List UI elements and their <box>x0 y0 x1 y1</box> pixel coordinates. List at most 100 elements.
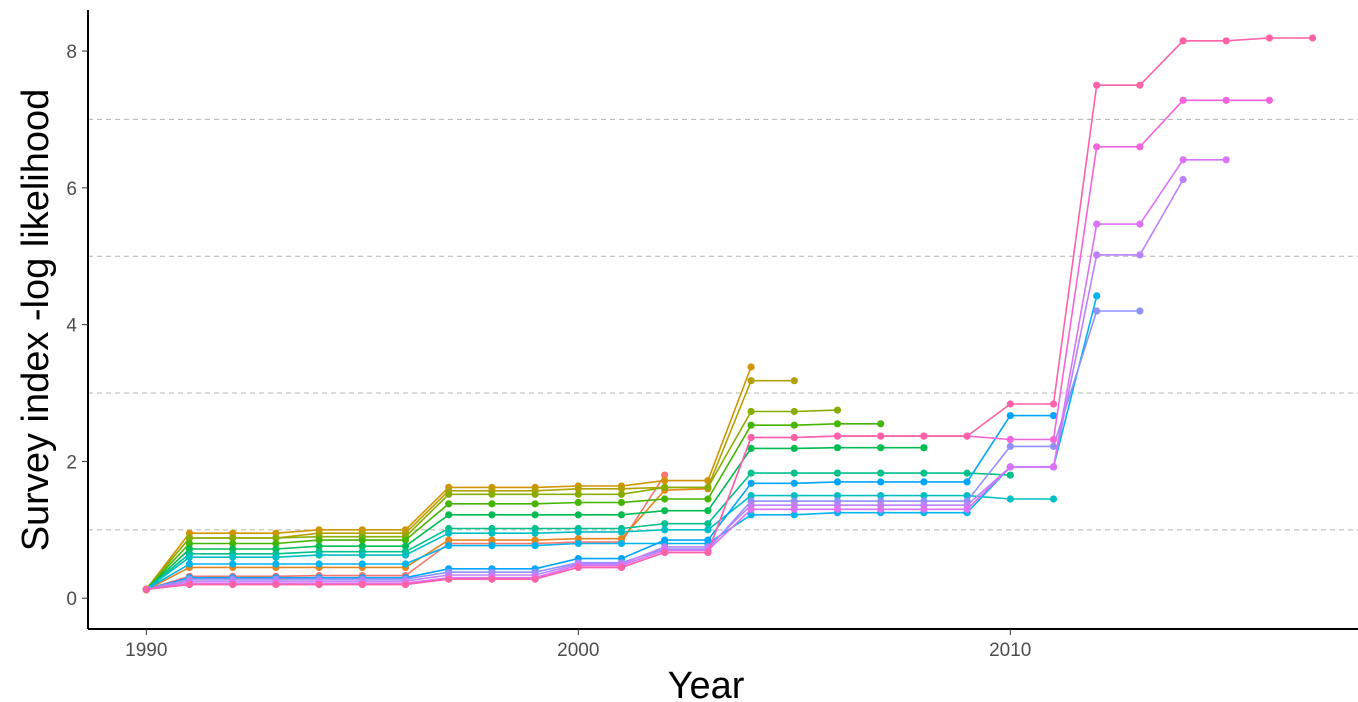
data-point-15-2010 <box>1006 435 1014 444</box>
data-point-11-2010 <box>1006 412 1014 420</box>
series-layer <box>142 34 1317 594</box>
data-point-14-2013 <box>1136 220 1144 228</box>
data-point-11-2005 <box>790 479 798 487</box>
data-point-4-2000 <box>574 485 582 493</box>
data-point-9-2010 <box>1006 495 1014 503</box>
y-axis-title: Survey index -log likelihood <box>15 89 57 552</box>
data-point-14-2014 <box>1179 156 1187 164</box>
data-point-16-2008 <box>920 432 928 440</box>
data-point-16-2004 <box>747 433 755 442</box>
data-point-11-2002 <box>661 536 669 544</box>
data-point-9-1991 <box>185 553 194 561</box>
series-5 <box>142 406 842 593</box>
series-16 <box>142 34 1317 593</box>
data-point-10-1997 <box>445 542 453 550</box>
data-point-9-2000 <box>574 528 582 536</box>
data-point-5-2002 <box>661 483 669 491</box>
data-point-2-1998 <box>488 536 496 544</box>
data-point-9-1994 <box>315 551 323 559</box>
data-point-14-2006 <box>833 505 842 513</box>
data-point-15-2015 <box>1222 96 1230 104</box>
data-point-12-2010 <box>1006 442 1014 450</box>
data-point-8-2002 <box>661 520 669 528</box>
data-point-8-2003 <box>704 520 712 528</box>
data-point-6-1996 <box>401 536 410 544</box>
data-point-10-1998 <box>488 542 496 550</box>
data-point-7-1994 <box>315 542 323 550</box>
data-point-16-2015 <box>1222 37 1230 45</box>
data-point-8-2009 <box>963 469 971 477</box>
data-point-2-1999 <box>531 536 539 544</box>
data-point-6-2007 <box>877 420 885 428</box>
data-point-16-1996 <box>401 580 410 589</box>
series-6 <box>142 420 885 593</box>
data-point-11-2007 <box>877 478 885 486</box>
series-line-9 <box>145 494 1054 590</box>
data-point-7-2002 <box>661 507 669 515</box>
data-point-9-1992 <box>229 553 237 561</box>
data-point-14-2007 <box>877 505 885 513</box>
data-point-6-1994 <box>315 536 323 544</box>
data-point-14-2015 <box>1222 156 1230 164</box>
series-line-5 <box>145 409 838 590</box>
data-point-8-2006 <box>833 469 842 477</box>
data-point-6-1993 <box>272 539 280 548</box>
data-point-6-1999 <box>531 500 539 508</box>
data-point-16-2006 <box>833 432 842 440</box>
grid-layer <box>88 118 1358 531</box>
data-point-6-2000 <box>574 498 582 507</box>
data-point-4-2004 <box>747 377 755 385</box>
y-tick-label-2: 2 <box>66 452 77 473</box>
data-point-12-2013 <box>1136 307 1144 315</box>
data-point-11-2006 <box>833 478 842 486</box>
x-tick-label-2000: 2000 <box>557 640 599 661</box>
data-point-11-2011 <box>1049 412 1058 420</box>
data-point-8-2010 <box>1006 471 1014 479</box>
data-point-8-2008 <box>920 469 928 477</box>
data-point-12-2012 <box>1093 307 1101 315</box>
data-point-13-2012 <box>1093 251 1101 259</box>
data-point-16-2003 <box>704 548 712 557</box>
series-line-16 <box>146 37 1313 591</box>
data-point-6-2003 <box>704 495 712 503</box>
data-point-5-1998 <box>488 490 496 498</box>
data-point-6-2004 <box>747 421 755 429</box>
data-point-10-1999 <box>531 542 539 550</box>
data-point-5-1993 <box>272 534 280 542</box>
data-point-9-2005 <box>790 492 798 500</box>
data-point-10-2001 <box>617 539 626 548</box>
data-point-9-1995 <box>358 551 366 559</box>
data-point-14-2009 <box>963 505 971 513</box>
data-point-9-1997 <box>445 529 453 537</box>
data-point-16-1997 <box>445 575 453 583</box>
data-point-9-1993 <box>272 553 280 561</box>
data-point-7-2004 <box>747 444 755 452</box>
data-point-7-1997 <box>445 511 453 519</box>
data-point-16-2009 <box>963 432 971 440</box>
data-point-14-2008 <box>920 505 928 513</box>
data-point-15-2016 <box>1265 96 1273 104</box>
data-point-16-2013 <box>1136 81 1144 89</box>
series-9 <box>142 492 1058 593</box>
data-point-7-2008 <box>920 444 928 452</box>
data-point-9-2011 <box>1049 495 1058 503</box>
data-point-16-2000 <box>574 563 582 572</box>
data-point-14-2005 <box>790 505 798 513</box>
series-line-2 <box>145 488 708 591</box>
data-point-5-2004 <box>747 407 755 416</box>
data-point-9-2006 <box>833 492 842 500</box>
data-point-6-2002 <box>661 495 669 503</box>
data-point-10-1993 <box>272 560 280 568</box>
data-point-6-1991 <box>185 539 194 548</box>
data-point-16-1998 <box>488 575 496 583</box>
data-point-16-2012 <box>1093 81 1101 89</box>
data-point-6-1995 <box>358 536 366 544</box>
data-point-5-2005 <box>790 407 798 416</box>
data-point-13-2013 <box>1136 251 1144 259</box>
data-point-15-2011 <box>1049 435 1058 444</box>
data-point-7-2006 <box>833 444 842 452</box>
series-line-6 <box>145 423 881 590</box>
data-point-10-1994 <box>315 560 323 568</box>
data-point-14-2012 <box>1093 220 1101 228</box>
